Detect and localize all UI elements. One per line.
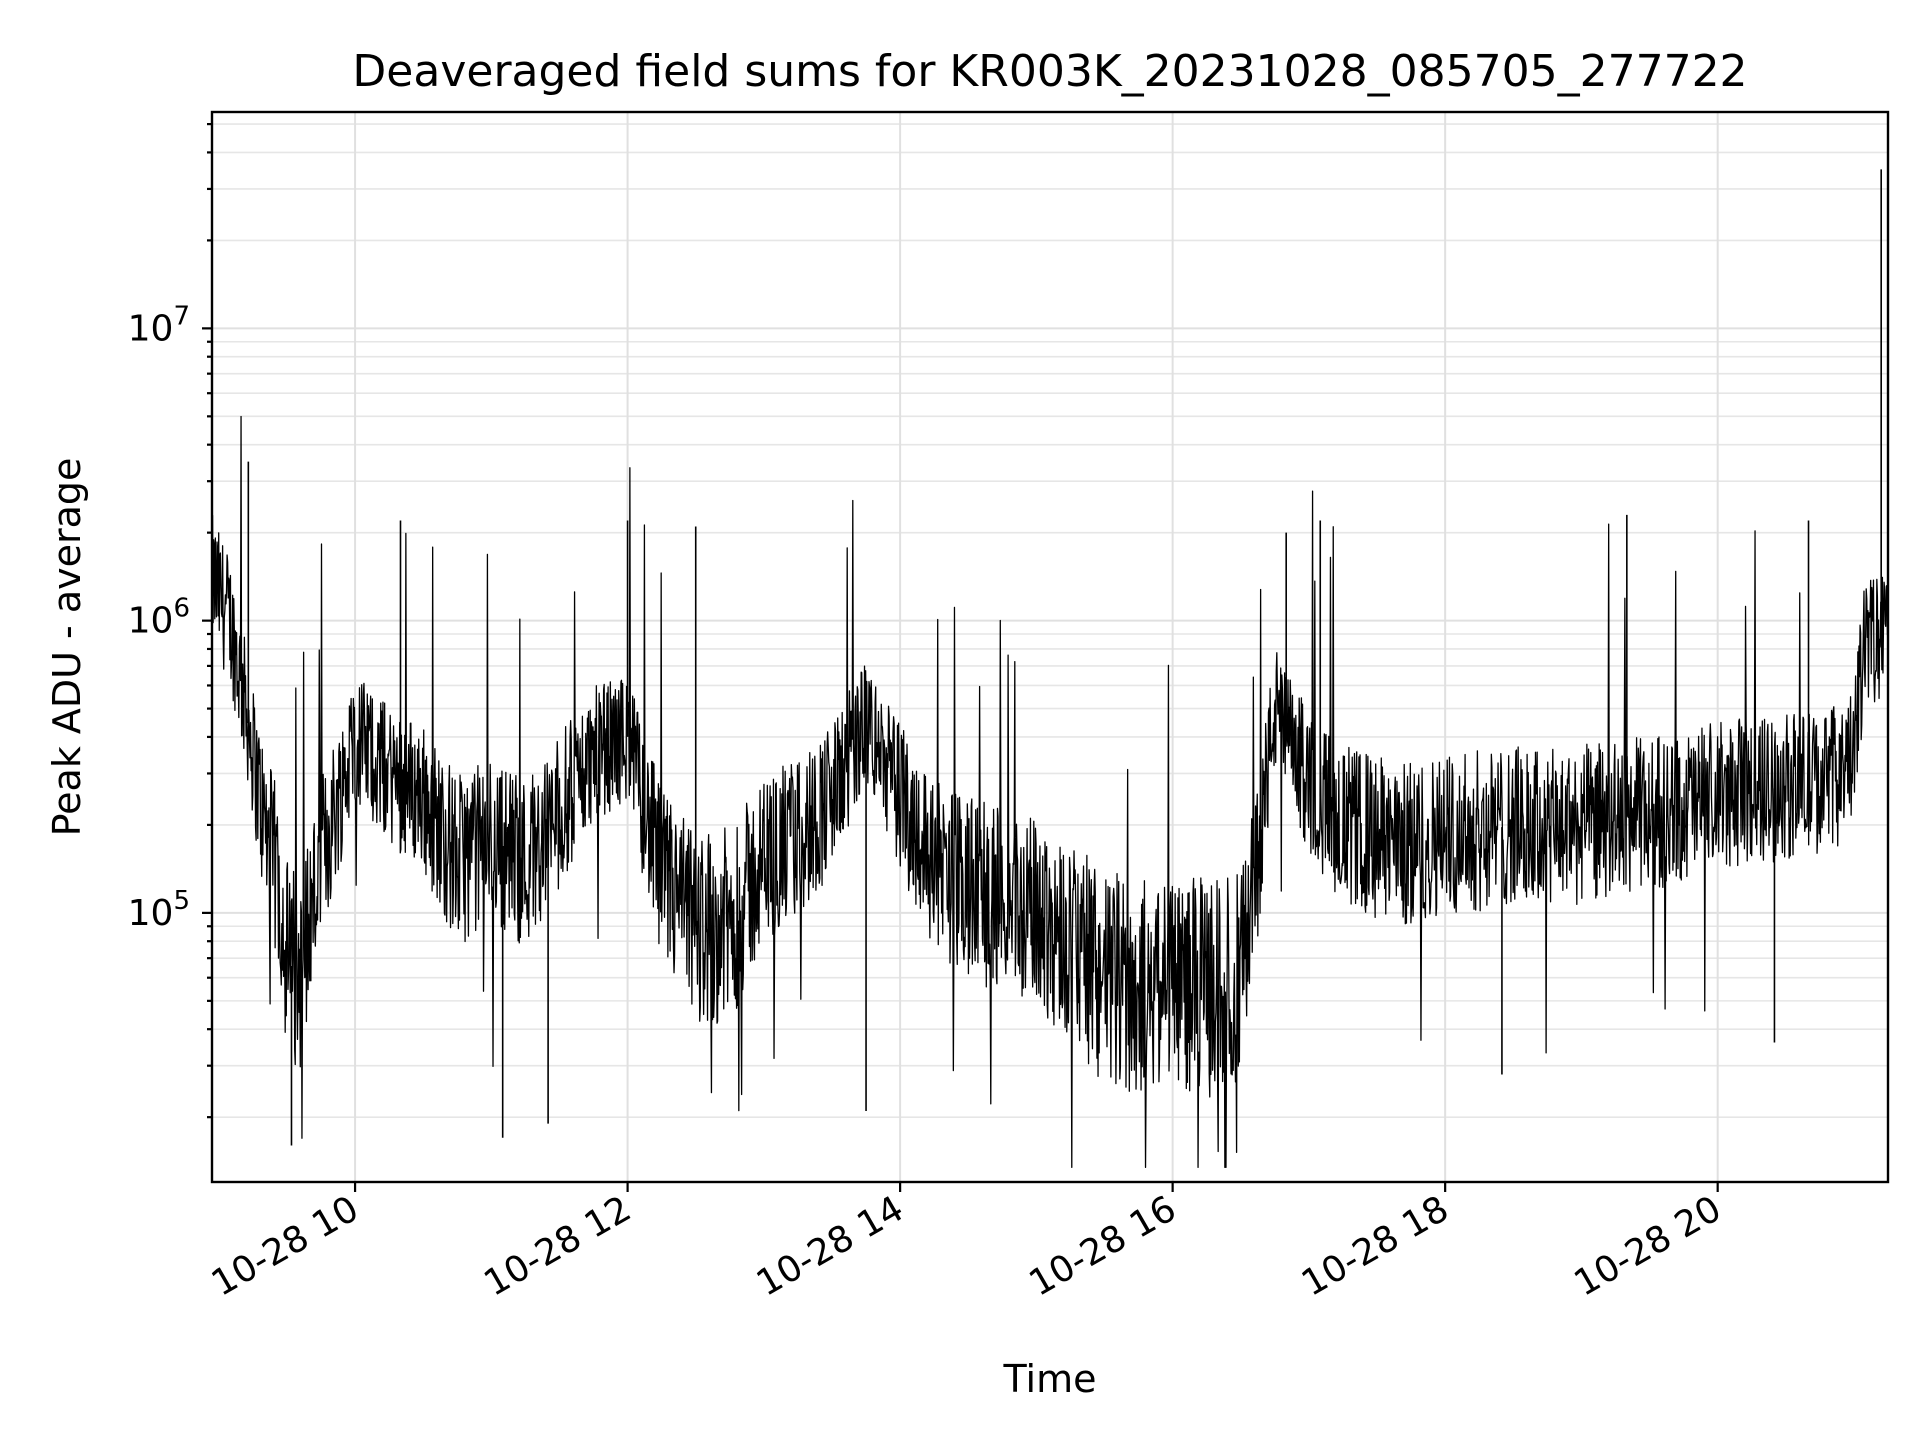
y-axis-label: Peak ADU - average xyxy=(45,458,89,837)
chart-title: Deaveraged field sums for KR003K_2023102… xyxy=(352,46,1747,97)
y-tick-label: 107 xyxy=(128,301,190,349)
y-tick-label: 106 xyxy=(128,594,190,642)
x-axis-label: Time xyxy=(1003,1357,1097,1401)
y-tick-label: 105 xyxy=(128,886,190,934)
series-line xyxy=(211,415,1889,1169)
series-layer xyxy=(211,169,1889,1169)
plot-frame xyxy=(210,110,1890,1184)
